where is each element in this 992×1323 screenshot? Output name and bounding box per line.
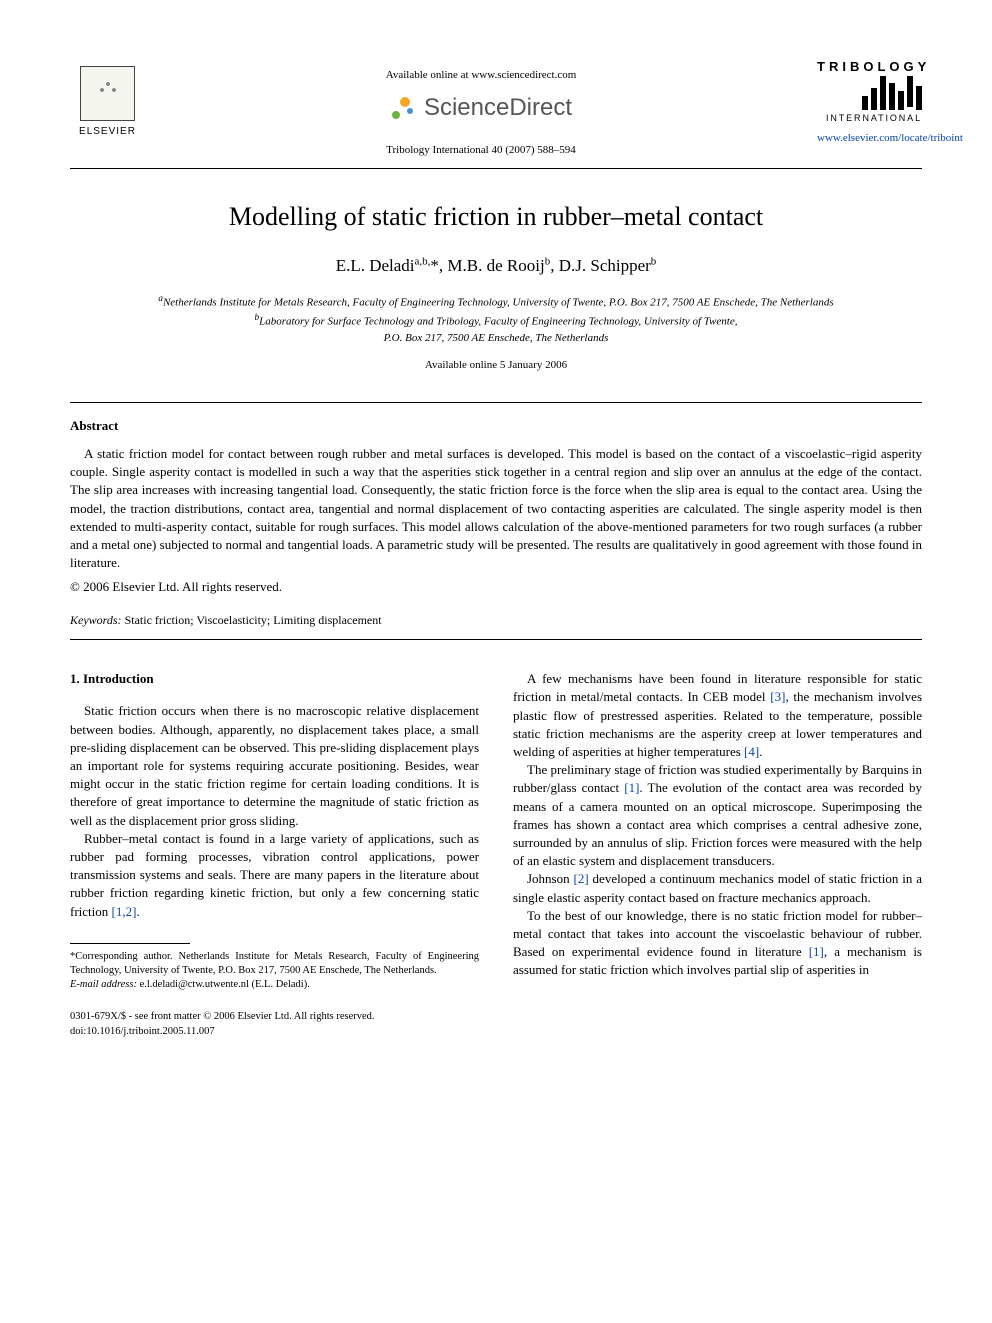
intro-para-1: Static friction occurs when there is no … — [70, 702, 479, 829]
right-para-4: To the best of our knowledge, there is n… — [513, 907, 922, 980]
left-column: 1. Introduction Static friction occurs w… — [70, 670, 479, 1039]
ref-link-1-2[interactable]: [1,2] — [112, 904, 137, 919]
available-online-date: Available online 5 January 2006 — [70, 358, 922, 373]
journal-url-link[interactable]: www.elsevier.com/locate/triboint — [817, 131, 922, 146]
tribology-name: TRIBOLOGY — [817, 60, 922, 73]
abstract-body: A static friction model for contact betw… — [70, 445, 922, 572]
ref-link-1a[interactable]: [1] — [624, 780, 639, 795]
corresponding-text: *Corresponding author. Netherlands Insti… — [70, 951, 479, 976]
footer-doi: doi:10.1016/j.triboint.2005.11.007 — [70, 1025, 479, 1040]
intro-para-2: Rubber–metal contact is found in a large… — [70, 830, 479, 921]
available-online-text: Available online at www.sciencedirect.co… — [145, 68, 817, 83]
journal-reference: Tribology International 40 (2007) 588–59… — [145, 143, 817, 158]
keywords-line: Keywords: Static friction; Viscoelastici… — [70, 612, 922, 629]
affiliations: aNetherlands Institute for Metals Resear… — [70, 292, 922, 347]
keywords-values: Static friction; Viscoelasticity; Limiti… — [122, 613, 382, 627]
abstract-top-rule — [70, 402, 922, 403]
ref-link-4[interactable]: [4] — [744, 744, 759, 759]
affiliation-b2: P.O. Box 217, 7500 AE Enschede, The Neth… — [384, 332, 609, 344]
body-columns: 1. Introduction Static friction occurs w… — [70, 670, 922, 1039]
right-column: A few mechanisms have been found in lite… — [513, 670, 922, 1039]
email-value: e.l.deladi@ctw.utwente.nl (E.L. Deladi). — [137, 979, 310, 990]
sciencedirect-icon — [390, 95, 416, 121]
article-title: Modelling of static friction in rubber–m… — [70, 199, 922, 235]
tribology-bars-icon — [817, 76, 922, 110]
right-para-2: The preliminary stage of friction was st… — [513, 761, 922, 870]
tribology-journal-logo: TRIBOLOGY INTERNATIONAL www.elsevier.com… — [817, 60, 922, 146]
keywords-label: Keywords: — [70, 613, 122, 627]
right-para-1: A few mechanisms have been found in lite… — [513, 670, 922, 761]
authors-line: E.L. Deladia,b,*, M.B. de Rooijb, D.J. S… — [70, 254, 922, 278]
elsevier-label: ELSEVIER — [79, 125, 136, 139]
footer-block: 0301-679X/$ - see front matter © 2006 El… — [70, 1010, 479, 1039]
tribology-intl: INTERNATIONAL — [817, 112, 922, 125]
ref-link-3[interactable]: [3] — [770, 689, 785, 704]
ref-link-1b[interactable]: [1] — [809, 944, 824, 959]
abstract-bottom-rule — [70, 639, 922, 640]
ref-link-2a[interactable]: [2] — [574, 871, 589, 886]
abstract-heading: Abstract — [70, 417, 922, 435]
elsevier-tree-icon — [80, 66, 135, 121]
affiliation-b: Laboratory for Surface Technology and Tr… — [259, 315, 737, 327]
page-header: ELSEVIER Available online at www.science… — [70, 60, 922, 158]
section-1-heading: 1. Introduction — [70, 670, 479, 688]
right-para-3: Johnson [2] developed a continuum mechan… — [513, 870, 922, 906]
header-rule — [70, 168, 922, 169]
elsevier-logo: ELSEVIER — [70, 60, 145, 145]
sciencedirect-text: ScienceDirect — [424, 91, 572, 125]
abstract-copyright: © 2006 Elsevier Ltd. All rights reserved… — [70, 578, 922, 596]
footnote-rule — [70, 943, 190, 944]
footer-line-1: 0301-679X/$ - see front matter © 2006 El… — [70, 1010, 479, 1025]
corresponding-author-footnote: *Corresponding author. Netherlands Insti… — [70, 950, 479, 993]
email-label: E-mail address: — [70, 979, 137, 990]
affiliation-a: Netherlands Institute for Metals Researc… — [163, 296, 834, 308]
center-header: Available online at www.sciencedirect.co… — [145, 60, 817, 158]
sciencedirect-brand: ScienceDirect — [145, 91, 817, 125]
